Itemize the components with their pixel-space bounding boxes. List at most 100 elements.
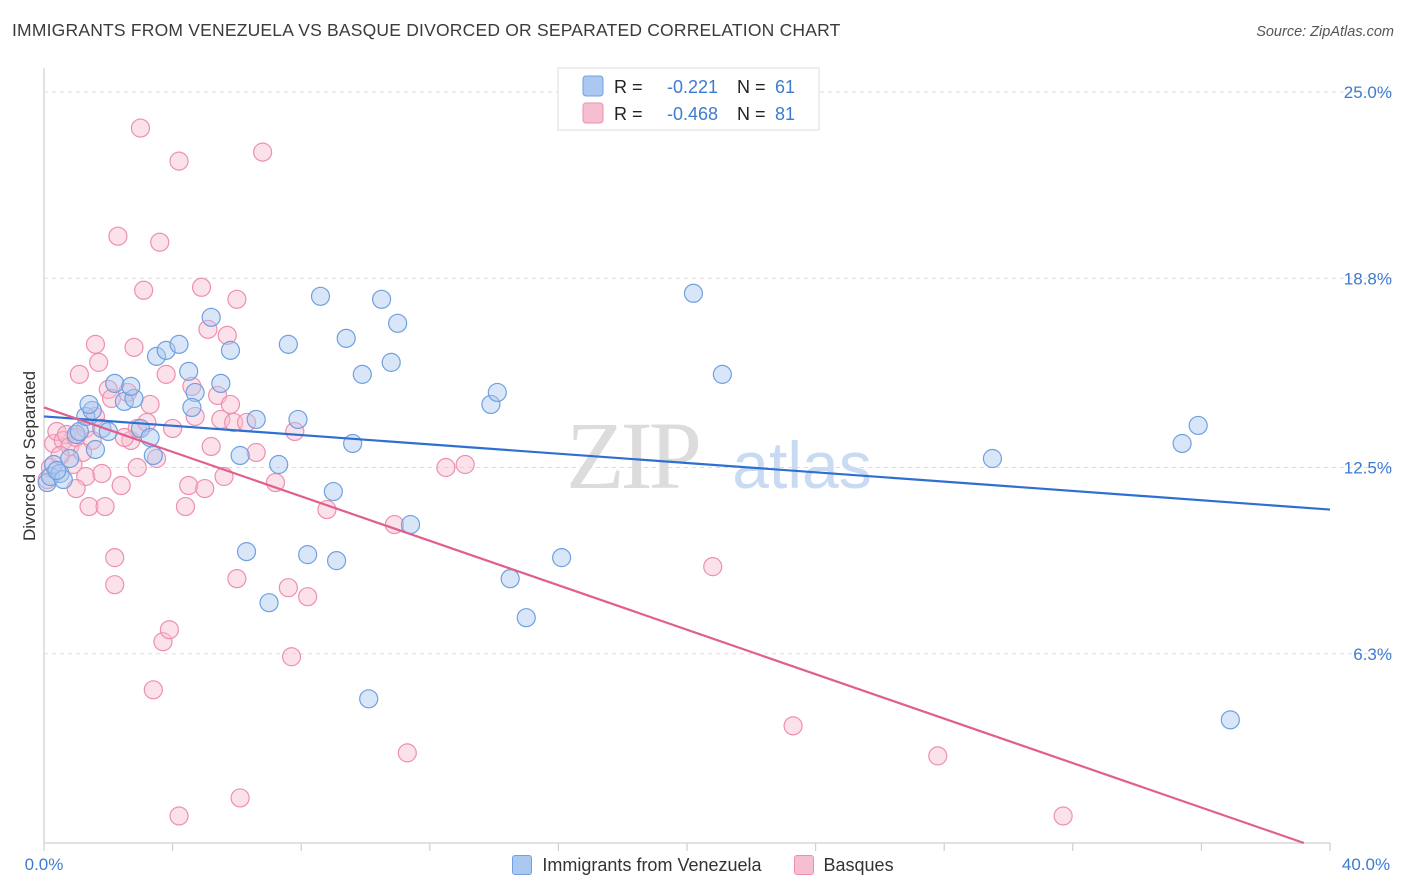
basque-point (253, 142, 273, 162)
basque-point (397, 743, 417, 763)
legend-n-value: 61 (775, 77, 795, 97)
legend-swatch-blue (582, 75, 604, 97)
basque-point (227, 289, 247, 309)
venezuela-point (481, 394, 501, 415)
venezuela-point (343, 433, 363, 454)
basque-point (169, 806, 189, 826)
venezuela-point (121, 376, 141, 397)
venezuela-point (336, 328, 356, 348)
venezuela-point (230, 445, 250, 466)
basque-point (278, 578, 298, 598)
legend-n-value: 81 (775, 104, 795, 124)
basque-point (217, 325, 237, 345)
x-tick-label-max: 40.0% (1342, 855, 1390, 874)
venezuela-point (60, 448, 80, 469)
basque-point (455, 454, 475, 475)
venezuela-point (85, 439, 106, 460)
venezuela-point (359, 689, 379, 709)
basque-point (298, 587, 318, 607)
basque-point (169, 151, 189, 171)
venezuela-point (487, 382, 507, 403)
legend: R = -0.221 N = 61 R = -0.468 N = 81 (557, 67, 820, 131)
venezuela-point (47, 460, 67, 481)
venezuela-point (552, 548, 572, 568)
watermark-atlas: atlas (732, 428, 871, 502)
venezuela-point (146, 346, 167, 366)
series-basques-points (37, 118, 1073, 826)
chart-title: IMMIGRANTS FROM VENEZUELA VS BASQUE DIVO… (12, 20, 841, 40)
basque-point (703, 557, 723, 577)
venezuela-point (220, 340, 241, 360)
basque-point (246, 442, 266, 463)
venezuela-point (326, 551, 347, 571)
basque-point (230, 788, 250, 808)
venezuela-point (516, 608, 536, 628)
basque-point (182, 376, 202, 397)
basque-point (317, 499, 337, 520)
venezuela-point (259, 593, 279, 613)
basque-point (105, 575, 125, 595)
basque-point (69, 364, 89, 384)
basque-point (198, 319, 218, 339)
series-venezuela-points (37, 283, 1240, 730)
basque-point (105, 548, 125, 568)
venezuela-point (169, 334, 189, 354)
basque-point (783, 716, 803, 736)
basque-point (146, 448, 167, 469)
venezuela-point (982, 448, 1003, 469)
venezuela-point (323, 481, 343, 502)
legend-r-value: -0.468 (667, 104, 718, 124)
basque-point (195, 478, 215, 499)
y-axis-tick-labels: 6.3% 12.5% 18.8% 25.0% (1344, 83, 1392, 664)
venezuela-point (288, 409, 308, 430)
venezuela-point (278, 334, 298, 354)
venezuela-point (211, 373, 231, 394)
venezuela-point (298, 545, 318, 565)
venezuela-point (310, 286, 331, 306)
venezuela-point (179, 361, 199, 381)
bottom-legend: Immigrants from Venezuela Basques (0, 852, 1406, 878)
venezuela-point (50, 463, 70, 484)
legend-r-label: R = (614, 77, 643, 97)
basque-point (108, 226, 128, 246)
basque-point (124, 337, 144, 357)
basque-point (92, 463, 112, 484)
venezuela-point (246, 409, 266, 430)
legend-item-venezuela[interactable]: Immigrants from Venezuela (512, 855, 762, 876)
venezuela-point (371, 289, 392, 309)
x-tick-label-min: 0.0% (25, 855, 64, 874)
venezuela-point (712, 364, 732, 384)
legend-n-label: N = (737, 77, 766, 97)
basque-point (156, 364, 176, 384)
venezuela-point (269, 454, 289, 475)
venezuela-point (352, 364, 372, 384)
legend-item-basques[interactable]: Basques (793, 855, 894, 876)
basque-point (127, 457, 147, 478)
venezuela-point (388, 313, 408, 333)
venezuela-point (1220, 710, 1240, 730)
basque-point (163, 418, 183, 439)
basque-point (89, 352, 109, 372)
basque-point (85, 334, 106, 354)
venezuela-point (66, 424, 86, 445)
legend-n-label: N = (737, 104, 766, 124)
basque-point (95, 496, 115, 517)
basque-point (928, 746, 948, 766)
venezuela-point (683, 283, 704, 303)
trendlines (43, 406, 1331, 845)
basque-point (220, 394, 241, 415)
basque-point (140, 394, 160, 415)
basque-point (179, 475, 199, 496)
y-tick-label: 12.5% (1344, 459, 1392, 478)
basque-point (143, 680, 163, 700)
venezuela-point (1188, 415, 1208, 436)
legend-r-label: R = (614, 104, 643, 124)
trendline-venezuela (43, 415, 1331, 511)
venezuela-point (201, 307, 221, 327)
legend-swatch-pink (793, 855, 814, 875)
legend-swatch-blue (512, 855, 533, 875)
basque-point (191, 277, 212, 297)
venezuela-point (124, 388, 144, 409)
basque-point (201, 436, 221, 457)
